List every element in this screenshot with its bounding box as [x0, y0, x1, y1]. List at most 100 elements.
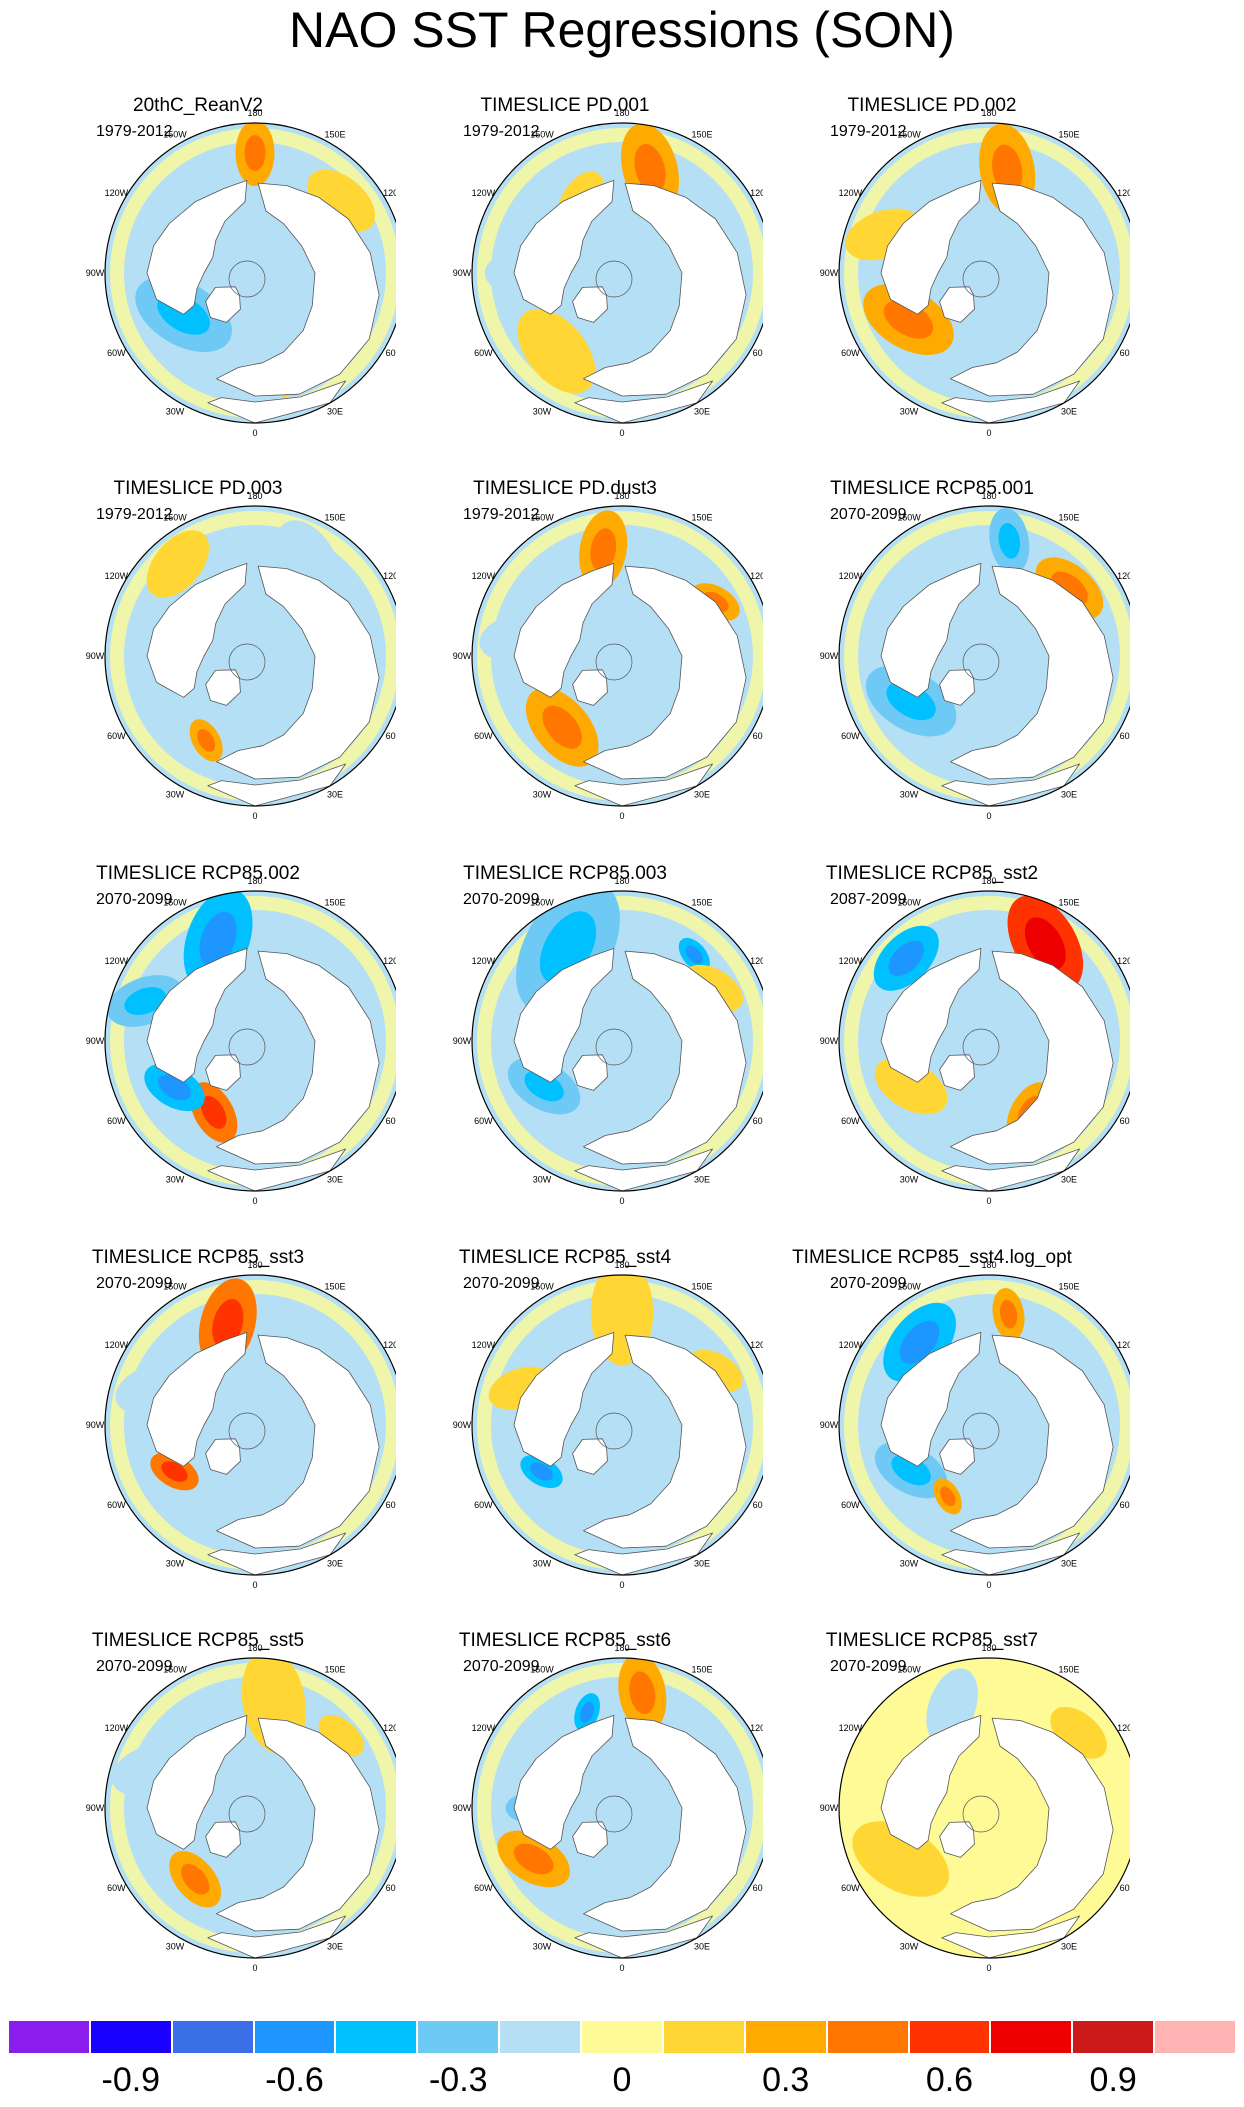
land-north-america: [146, 1715, 248, 1850]
longitude-label: 150W: [530, 1664, 554, 1674]
map-panel: TIMESLICE RCP85_sst4 2070-2099 180 150E 120E…: [367, 1247, 763, 1622]
land-eurasia: [950, 565, 1114, 780]
panel-period: 2070-2099: [463, 891, 540, 908]
panel-title: TIMESLICE RCP85_sst2: [825, 863, 1039, 884]
panel-period: 2087-2099: [830, 891, 907, 908]
polar-map: 180150E120E90E60E30E030W60W90W120W150W: [820, 491, 1130, 821]
longitude-label: 0: [252, 1963, 257, 1973]
map-border: [471, 1274, 763, 1576]
longitude-label: 180: [614, 1643, 629, 1653]
longitude-label: 120W: [839, 956, 863, 966]
longitude-label: 150E: [691, 1281, 712, 1291]
map-border: [104, 505, 396, 807]
panel-title: TIMESLICE RCP85_sst7: [825, 1630, 1039, 1651]
longitude-label: 60E: [1120, 1883, 1130, 1893]
colorbar-tick-label: 0.6: [925, 2061, 974, 2099]
panel-title: TIMESLICE PD.002: [847, 95, 1017, 116]
map-panel: 20thC_ReanV21979-2012180150E120E90E60E30…: [0, 95, 396, 470]
longitude-label: 60E: [753, 1883, 763, 1893]
longitude-label: 180: [247, 1260, 262, 1270]
longitude-label: 60W: [107, 348, 126, 358]
anomaly-core: [634, 144, 666, 194]
polar-map: 180150E120E90E60E30E030W60W90W120W150W: [86, 1260, 396, 1590]
land-greenland: [939, 1054, 975, 1091]
colorbar-tick-label: 0: [612, 2061, 632, 2099]
longitude-label: 150E: [1058, 1664, 1079, 1674]
longitude-label: 120E: [1117, 1723, 1130, 1733]
land-eurasia: [216, 1717, 380, 1932]
map-panel: TIMESLICE RCP85_sst5 2070-2099 180 150E 120E…: [0, 1630, 396, 2005]
land-africa: [941, 380, 1081, 423]
land-north-america: [880, 180, 982, 315]
longitude-label: 0: [619, 1196, 624, 1206]
longitude-label: 150W: [897, 512, 921, 522]
longitude-label: 180: [981, 108, 996, 118]
longitude-label: 90W: [453, 1036, 472, 1046]
longitude-label: 0: [619, 811, 624, 821]
panel-title: TIMESLICE PD.dust3: [473, 478, 657, 499]
panel-period: 1979-2012: [463, 506, 540, 523]
longitude-label: 150E: [1058, 512, 1079, 522]
longitude-label: 120W: [472, 1723, 496, 1733]
land-eurasia: [950, 1717, 1114, 1932]
colorbar-swatch: [89, 2020, 172, 2054]
land-eurasia: [216, 565, 380, 780]
panel-title: TIMESLICE RCP85.002: [96, 863, 300, 884]
longitude-label: 90W: [453, 268, 472, 278]
land-north-america: [513, 1715, 615, 1850]
longitude-label: 0: [252, 1196, 257, 1206]
longitude-label: 60W: [107, 731, 126, 741]
panel-title: TIMESLICE RCP85_sst3: [91, 1247, 305, 1268]
arctic-coast: [595, 1795, 633, 1833]
colorbar-swatch: [171, 2020, 254, 2054]
polar-map: 180150E120E90E60E30E030W60W90W120W150W: [453, 1643, 763, 1973]
land-africa: [941, 1148, 1081, 1191]
land-africa: [574, 1532, 714, 1575]
land-north-america: [880, 1332, 982, 1467]
land-eurasia: [216, 182, 380, 397]
anomaly-core: [199, 911, 237, 968]
longitude-label: 60E: [753, 731, 763, 741]
longitude-label: 150W: [530, 897, 554, 907]
land-greenland: [205, 669, 241, 706]
longitude-label: 30E: [694, 407, 710, 417]
anomaly-core: [529, 1462, 554, 1481]
land-north-america: [513, 1332, 615, 1467]
longitude-label: 60E: [1120, 348, 1130, 358]
land-africa: [207, 1148, 347, 1191]
colorbar-tick-label: 0.3: [762, 2061, 810, 2099]
panel-title: TIMESLICE PD.003: [113, 478, 283, 499]
anomaly-core: [200, 1095, 227, 1129]
longitude-label: 30E: [327, 407, 343, 417]
longitude-label: 60E: [753, 1500, 763, 1510]
colorbar-swatch: [1154, 2020, 1236, 2054]
land-greenland: [572, 1821, 608, 1858]
anomaly-core: [629, 1671, 656, 1715]
longitude-label: 120W: [105, 1340, 129, 1350]
panel-period: 2070-2099: [96, 1658, 173, 1675]
arctic-coast: [228, 1795, 266, 1833]
panel-title: 20thC_ReanV2: [133, 95, 263, 116]
land-africa: [574, 1915, 714, 1958]
anomaly-blob: [874, 1057, 948, 1115]
map-panel: TIMESLICE RCP85_sst7 2070-2099 180 150E 120E…: [734, 1630, 1130, 2005]
land-greenland: [939, 1821, 975, 1858]
anomaly-core: [513, 1843, 554, 1875]
land-north-america: [513, 180, 615, 315]
map-border: [838, 122, 1130, 424]
longitude-label: 60E: [1120, 1116, 1130, 1126]
panel-title: TIMESLICE RCP85_sst4: [458, 1247, 672, 1268]
longitude-label: 150W: [897, 897, 921, 907]
map-panel: TIMESLICE PD.0021979-2012180150E120E90E6…: [734, 95, 1130, 470]
longitude-label: 60E: [753, 1116, 763, 1126]
polar-map: 180150E120E90E60E30E030W60W90W120W150W: [453, 876, 763, 1206]
polar-map: 180150E120E90E60E30E030W60W90W120W150W: [820, 108, 1130, 438]
panel-title: TIMESLICE RCP85_sst5: [91, 1630, 305, 1651]
map-panel: TIMESLICE RCP85_sst4.log_opt 2070-2099 180…: [734, 1247, 1130, 1622]
longitude-label: 30W: [900, 1175, 919, 1185]
figure-title: NAO SST Regressions (SON): [289, 2, 955, 58]
anomaly-core: [940, 1486, 956, 1507]
longitude-label: 120E: [1117, 571, 1130, 581]
longitude-label: 150E: [324, 512, 345, 522]
longitude-label: 0: [619, 1963, 624, 1973]
